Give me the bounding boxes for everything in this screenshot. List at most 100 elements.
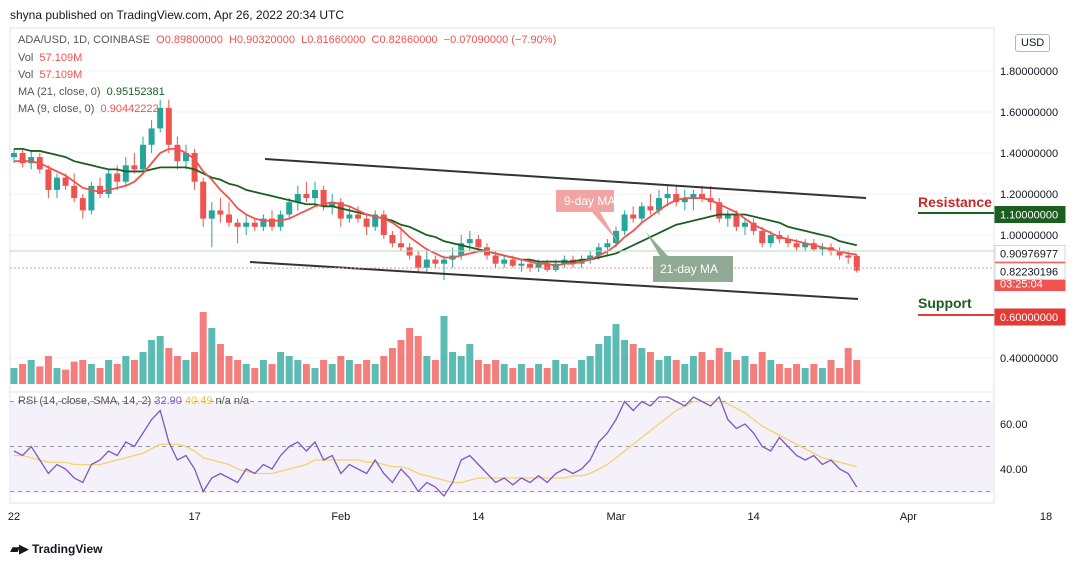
currency-button[interactable]: USD — [1015, 34, 1051, 52]
volume-bar — [578, 360, 586, 384]
volume-bar — [113, 364, 121, 384]
ma21-label: MA (21, close, 0) — [18, 86, 101, 98]
candle-body — [105, 173, 112, 194]
price-tag — [994, 308, 1066, 326]
candle-body — [54, 177, 60, 190]
volume-bar — [664, 356, 672, 384]
resistance-label: Resistance — [918, 194, 992, 210]
volume-bar — [251, 368, 259, 384]
legend-ohlc: ADA/USD, 1D, COINBASE O0.89800000 H0.903… — [18, 34, 556, 46]
volume-bar — [259, 360, 267, 384]
volume-bar — [758, 352, 766, 384]
volume-bar — [750, 364, 758, 384]
candle-body — [286, 202, 293, 215]
candle-body — [415, 255, 422, 268]
candle-body — [836, 251, 843, 256]
candle-body — [389, 235, 396, 244]
volume-bar — [707, 360, 715, 384]
legend-change: −0.07090000 (−7.90%) — [443, 34, 557, 46]
candle-body — [71, 185, 78, 199]
candle-body — [656, 198, 662, 211]
footer-brand[interactable]: ▰▶ TradingView — [10, 541, 102, 557]
candle-body — [647, 206, 654, 211]
volume-bar — [388, 348, 396, 384]
candle-body — [114, 173, 121, 182]
candle-body — [630, 214, 637, 219]
volume-bar — [655, 360, 663, 384]
volume-bar — [44, 356, 52, 384]
candle-body — [621, 214, 628, 231]
price-tick-label: 1.40000000 — [1000, 148, 1058, 160]
x-tick-label: Feb — [331, 511, 350, 523]
candle-body — [742, 222, 748, 227]
candle-body — [733, 214, 740, 227]
legend-low: L0.81660000 — [301, 34, 366, 46]
volume-bar — [560, 364, 568, 384]
candle-body — [234, 222, 241, 227]
ma21-line — [14, 147, 858, 263]
volume-bar — [526, 368, 534, 384]
candle-body — [11, 153, 17, 158]
volume-bar — [345, 360, 353, 384]
candle-body — [853, 255, 860, 271]
candle-body — [363, 218, 370, 227]
ma9-label: MA (9, close, 0) — [18, 103, 95, 115]
ma9-value: 0.90442222 — [100, 103, 159, 115]
x-tick-label: Mar — [607, 511, 626, 523]
price-tick-label: 1.80000000 — [1000, 66, 1058, 78]
volume-bar — [380, 356, 388, 384]
volume-bar — [36, 366, 44, 384]
volume-bar — [793, 364, 801, 384]
volume-bar — [182, 360, 190, 384]
vol-label-2: Vol — [18, 69, 34, 81]
candle-body — [509, 259, 516, 266]
volume-bar — [122, 356, 130, 384]
volume-bar — [216, 344, 224, 384]
volume-bar — [517, 364, 525, 384]
brand-label: TradingView — [32, 542, 103, 556]
volume-bar — [277, 352, 285, 384]
candle-body — [398, 243, 404, 248]
volume-bar — [268, 364, 276, 384]
price-tag-label: 0.60000000 — [1000, 312, 1058, 324]
volume-bar — [285, 356, 293, 384]
volume-bar — [681, 364, 689, 384]
volume-bar — [328, 364, 336, 384]
volume-bar — [621, 340, 629, 384]
volume-bar — [139, 352, 147, 384]
volume-bar — [87, 364, 95, 384]
price-tag — [994, 244, 1066, 262]
price-tick-label: 0.40000000 — [1000, 353, 1058, 365]
candle-body — [217, 210, 224, 215]
rsi-sma-value: 40.49 — [184, 395, 213, 407]
candle-body — [441, 259, 447, 264]
volume-bar — [234, 360, 242, 384]
volume-bar — [406, 328, 414, 384]
x-tick-label: 14 — [747, 511, 759, 523]
ma21-value: 0.95152381 — [106, 86, 165, 98]
ma21-callout-label: 21-day MA — [660, 262, 718, 276]
volume-bar — [311, 368, 319, 384]
volume-bar — [483, 364, 491, 384]
tradingview-logo-icon: ▰▶ — [10, 541, 29, 556]
volume-bar — [552, 360, 560, 384]
volume-bar — [337, 356, 345, 384]
x-tick-label: 18 — [1040, 511, 1052, 523]
volume-bar — [363, 360, 371, 384]
price-tick-label: 1.60000000 — [1000, 107, 1058, 119]
candle-body — [312, 189, 318, 199]
legend-close: C0.82660000 — [371, 34, 438, 46]
volume-bar — [294, 360, 302, 384]
volume-bar — [810, 364, 818, 384]
candle-body — [544, 263, 551, 270]
rsi-na: n/a n/a — [215, 395, 250, 407]
candle-body — [750, 222, 757, 231]
volume-bar — [801, 368, 809, 384]
price-tag — [994, 262, 1066, 280]
candle-body — [183, 153, 189, 162]
volume-bar — [698, 352, 706, 384]
volume-bar — [423, 356, 431, 384]
volume-bar — [689, 356, 697, 384]
